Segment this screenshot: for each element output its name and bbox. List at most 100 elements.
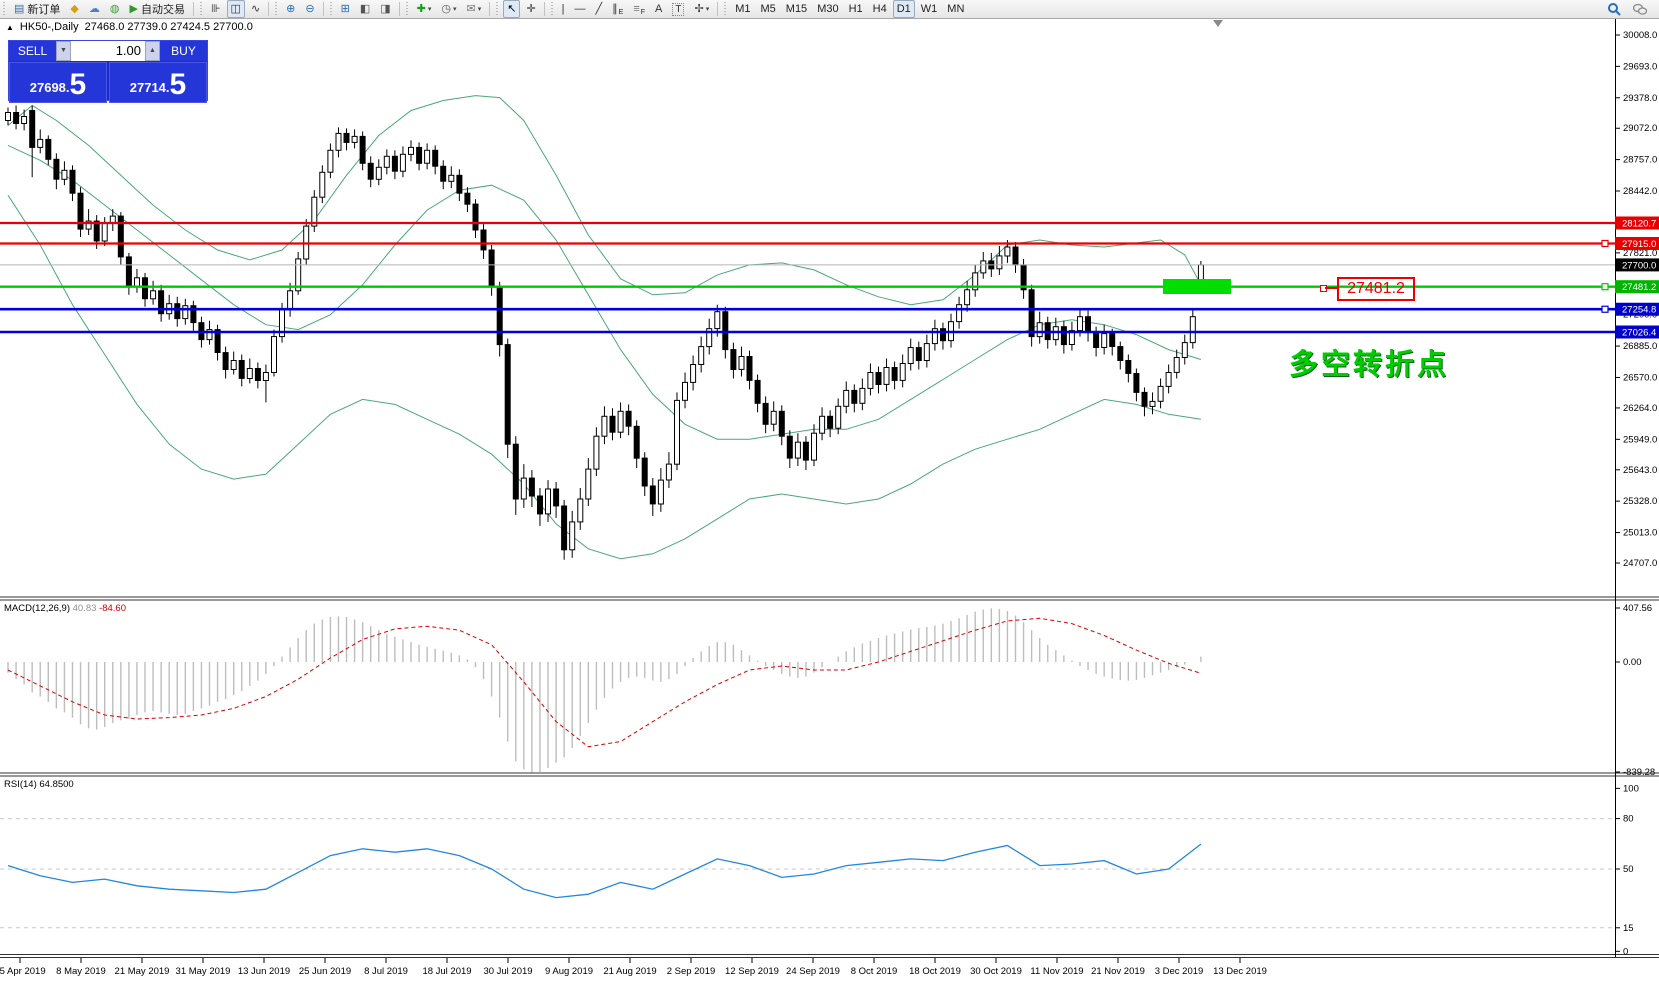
text-icon: A [655,3,663,15]
dropdown-caret-icon[interactable]: ▾ [477,6,482,13]
timeframe-w1-button[interactable]: W1 [920,3,938,15]
svg-text:28442.0: 28442.0 [1623,186,1657,197]
search-icon[interactable] [1603,0,1625,18]
timeframe-m5-button[interactable]: M5 [760,3,776,15]
svg-text:26264.0: 26264.0 [1623,403,1657,414]
text-label-button[interactable]: T [668,0,688,18]
tile-windows-button[interactable]: ⊞ [337,0,354,18]
arrange-button[interactable]: ◧ [356,0,374,18]
cascade-button[interactable]: ◨ [376,0,394,18]
arrows-button[interactable]: ✢ ▾ [690,0,713,18]
autotrading-button[interactable]: ▶ 自动交易 [125,0,188,18]
channel-button[interactable]: ∥ E [608,0,627,18]
highlight-zone[interactable] [1163,279,1231,294]
cascade-icon: ◨ [380,3,391,15]
bar-chart-icon: ⊪ [210,3,221,15]
svg-text:30 Jul 2019: 30 Jul 2019 [483,966,532,977]
svg-text:27481.2: 27481.2 [1622,282,1656,293]
sell-price-main: 27698. [29,80,70,95]
template-button[interactable]: ✉ ▾ [463,0,486,18]
svg-text:80: 80 [1623,814,1634,825]
toolbar-grip [495,2,501,16]
text-label-icon: T [672,2,685,16]
crosshair-button[interactable]: ✛ [522,0,539,18]
date-axis[interactable]: 25 Apr 2019 8 May 2019 21 May 2019 31 May 2… [0,958,1267,977]
bar-chart-button[interactable]: ⊪ [207,0,225,18]
dropdown-caret-icon[interactable]: ▾ [452,6,457,13]
community-icon[interactable]: ☁ [85,0,104,18]
svg-text:29072.0: 29072.0 [1623,123,1657,134]
volume-input[interactable]: 1.00 [71,41,145,61]
chart-title: ▲ HK50-,Daily 27468.0 27739.0 27424.5 27… [6,21,253,33]
horizontal-line-button[interactable]: — [571,0,590,18]
volume-decrease-button[interactable]: ▼ [56,41,71,61]
zoom-in-icon: ⊕ [286,3,296,15]
svg-text:25643.0: 25643.0 [1623,465,1657,476]
rsi-label: RSI(14) 64.8500 [4,779,74,790]
toolbar-right-icons [1601,0,1659,18]
turning-point-text: 多空转折点 [1289,349,1450,381]
bollinger-bands [7,95,1202,560]
fibonacci-button[interactable]: ≡ F [629,0,649,18]
svg-text:0: 0 [1623,946,1628,957]
svg-text:25949.0: 25949.0 [1623,434,1657,445]
svg-text:25013.0: 25013.0 [1623,528,1657,539]
line-chart-button[interactable]: ∿ [247,0,264,18]
timeframe-h4-button[interactable]: H4 [872,3,887,15]
cursor-button[interactable]: ↖ [503,0,521,18]
chart-symbol-period: HK50-,Daily [19,21,79,33]
dropdown-caret-icon[interactable]: ▾ [705,6,710,13]
period-icon: ◷ [441,3,451,15]
timeframe-m30-button[interactable]: M30 [817,3,839,15]
svg-text:8 Oct 2019: 8 Oct 2019 [851,966,897,977]
svg-text:50: 50 [1623,864,1634,875]
volume-increase-button[interactable]: ▲ [145,41,160,61]
zoom-out-button[interactable]: ⊖ [301,0,318,18]
arrange-icon: ◧ [359,3,371,15]
cursor-icon: ↖ [507,3,517,15]
trendline-button[interactable]: ╱ [592,0,607,18]
add-indicator-icon: ✚ [416,3,426,15]
svg-text:11 Nov 2019: 11 Nov 2019 [1030,966,1083,977]
toolbar-separator [489,2,491,16]
timeframe-m15-button[interactable]: M15 [785,3,808,15]
dropdown-caret-icon[interactable]: ▾ [427,6,432,13]
shift-marker-icon[interactable] [1213,20,1223,27]
price-level-annotation[interactable]: 27481.2 [1320,277,1415,301]
sell-price-button[interactable]: 27698. 5 [9,62,107,103]
toolbar-separator [543,2,545,16]
timeframe-mn-button[interactable]: MN [947,3,965,15]
add-indicator-button[interactable]: ✚ ▾ [413,0,436,18]
horizontal-level-lines[interactable] [0,221,1615,334]
new-order-button[interactable]: ▤ 新订单 [10,0,64,18]
svg-text:27026.4: 27026.4 [1622,327,1656,338]
svg-text:26885.0: 26885.0 [1623,341,1657,352]
svg-text:28757.0: 28757.0 [1623,155,1657,166]
autotrading-icon: ▶ [129,3,138,15]
price-axis[interactable]: 30008.0 29693.0 29378.0 29072.0 28757.0 28442… [1615,30,1659,569]
collapse-icon[interactable]: ▲ [6,22,14,32]
period-button[interactable]: ◷ ▾ [437,0,460,18]
chat-icon[interactable] [1629,0,1651,18]
trendline-icon: ╱ [595,3,603,15]
candlestick-chart-button[interactable]: ◫ [226,0,245,18]
toolbar-separator [717,2,719,16]
line-chart-icon: ∿ [250,3,261,15]
zoom-out-icon: ⊖ [305,3,315,15]
timeframe-m1-button[interactable]: M1 [735,3,751,15]
tile-windows-icon: ⊞ [340,3,350,15]
annotation-price-text: 27481.2 [1347,280,1405,297]
timeframe-h1-button[interactable]: H1 [848,3,863,15]
autotrading-button-label: 自动交易 [140,4,185,16]
buy-price-button[interactable]: 27714. 5 [109,62,207,103]
band-middle [7,144,1202,440]
text-button[interactable]: A [651,0,666,18]
chart-ohlc-values: 27468.0 27739.0 27424.5 27700.0 [84,21,253,33]
vertical-line-button[interactable]: | [558,0,569,18]
zoom-in-button[interactable]: ⊕ [282,0,299,18]
svg-text:-839.28: -839.28 [1623,767,1655,778]
timeframe-d1-button[interactable]: D1 [892,0,915,18]
academy-icon[interactable]: ◆ [66,0,82,18]
signals-icon[interactable]: ◍ [106,0,124,18]
